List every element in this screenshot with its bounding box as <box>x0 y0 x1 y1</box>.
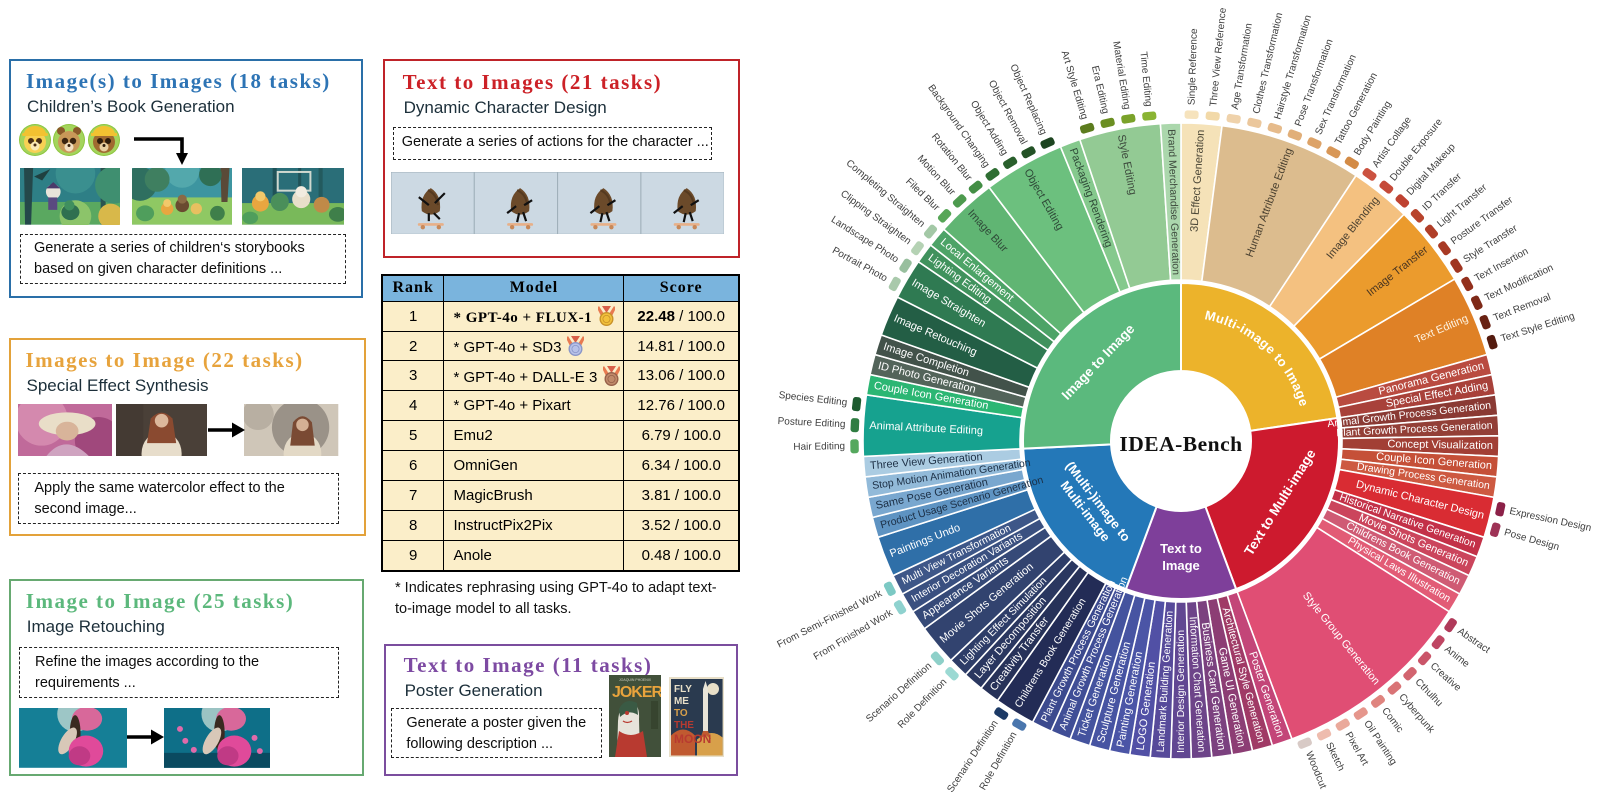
svg-text:Interior Design Generation: Interior Design Generation <box>1175 630 1187 753</box>
svg-text:IDEA-Bench: IDEA-Bench <box>1119 432 1242 456</box>
svg-text:Clipping Straighten: Clipping Straighten <box>838 188 913 247</box>
svg-text:Era Editing: Era Editing <box>1089 65 1111 115</box>
svg-text:ME: ME <box>674 696 689 707</box>
svg-text:Single Reference: Single Reference <box>1187 28 1200 105</box>
svg-text:FLY: FLY <box>674 684 692 695</box>
svg-text:THE: THE <box>674 720 694 731</box>
svg-text:Species Editing: Species Editing <box>778 390 848 409</box>
svg-text:Image: Image <box>1162 558 1200 573</box>
svg-text:Art Style Editing: Art Style Editing <box>1059 49 1090 120</box>
svg-text:Sketch: Sketch <box>1323 741 1346 773</box>
svg-text:Scenario Definition: Scenario Definition <box>945 719 1000 795</box>
svg-text:Pixel Art: Pixel Art <box>1343 730 1371 768</box>
svg-text:Expression Design: Expression Design <box>1508 506 1592 534</box>
svg-text:MOON: MOON <box>674 732 711 746</box>
svg-text:Age Transformation: Age Transformation <box>1230 22 1255 110</box>
svg-text:Text to: Text to <box>1160 541 1202 556</box>
svg-text:JOAQUIN PHOENIX: JOAQUIN PHOENIX <box>618 678 651 682</box>
svg-text:TO: TO <box>674 708 688 719</box>
svg-text:Concept Visualization: Concept Visualization <box>1387 438 1493 452</box>
svg-text:Pose Design: Pose Design <box>1503 527 1561 553</box>
svg-text:Time Editing: Time Editing <box>1137 51 1153 107</box>
svg-text:Three View Reference: Three View Reference <box>1208 7 1229 107</box>
svg-text:Woodcut: Woodcut <box>1303 750 1328 791</box>
svg-text:Posture Editing: Posture Editing <box>777 416 845 430</box>
svg-text:Hair Editing: Hair Editing <box>793 441 845 453</box>
svg-text:Material Editing: Material Editing <box>1110 41 1132 111</box>
svg-text:Anime: Anime <box>1442 644 1471 670</box>
svg-text:Comic: Comic <box>1379 706 1405 735</box>
svg-text:Brand Merchandise Generation: Brand Merchandise Generation <box>1165 129 1182 275</box>
svg-text:JOKER: JOKER <box>611 684 660 701</box>
svg-text:Animal Attribute Editing: Animal Attribute Editing <box>869 420 983 438</box>
svg-text:Abstract: Abstract <box>1455 626 1492 656</box>
svg-text:Cthulhu: Cthulhu <box>1413 677 1445 709</box>
svg-text:Scenario Definition: Scenario Definition <box>864 661 934 725</box>
